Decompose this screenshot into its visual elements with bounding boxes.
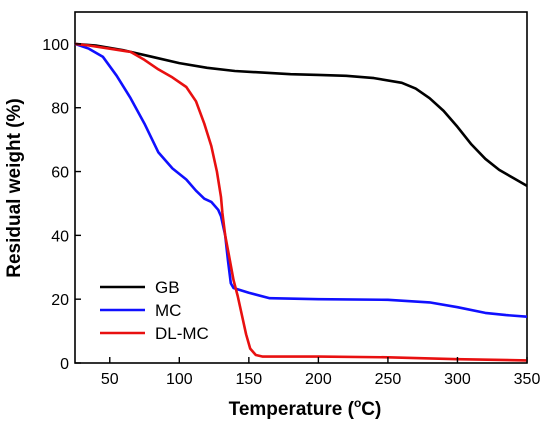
legend: GB MC DL-MC — [100, 278, 209, 343]
x-tick-label: 200 — [305, 371, 332, 388]
x-tick-label: 100 — [166, 371, 193, 388]
y-tick-label: 20 — [51, 292, 69, 309]
series-layer — [74, 42, 528, 362]
plot-frame — [74, 11, 528, 364]
y-tick-label: 40 — [51, 228, 69, 245]
plot-area: 50 100 150 200 250 300 350 0 20 40 60 80 100 — [42, 11, 541, 388]
y-tick-label: 80 — [51, 101, 69, 118]
x-tick-label: 250 — [375, 371, 402, 388]
x-tick-label: 50 — [101, 371, 119, 388]
legend-label-gb: GB — [155, 278, 180, 297]
y-axis-title: Residual weight (%) — [4, 98, 25, 277]
legend-label-mc: MC — [155, 301, 181, 320]
series-line-gb — [74, 42, 528, 188]
x-tick-label: 150 — [235, 371, 262, 388]
legend-label-dl-mc: DL-MC — [155, 324, 209, 343]
x-tick-label: 350 — [514, 371, 541, 388]
y-tick-label: 100 — [42, 37, 69, 54]
x-axis-title-superscript: o — [354, 396, 361, 410]
y-tick-label: 0 — [60, 356, 69, 373]
x-axis-ticks: 50 100 150 200 250 300 350 — [101, 357, 541, 388]
series-line-dl-mc — [74, 42, 528, 362]
x-axis-title-unit: C) — [361, 399, 381, 420]
y-tick-label: 60 — [51, 165, 69, 182]
x-tick-label: 300 — [444, 371, 471, 388]
series-line-mc — [74, 42, 528, 318]
y-axis-ticks: 0 20 40 60 80 100 — [42, 37, 81, 373]
x-axis-title: Temperature (oC) — [229, 396, 382, 420]
